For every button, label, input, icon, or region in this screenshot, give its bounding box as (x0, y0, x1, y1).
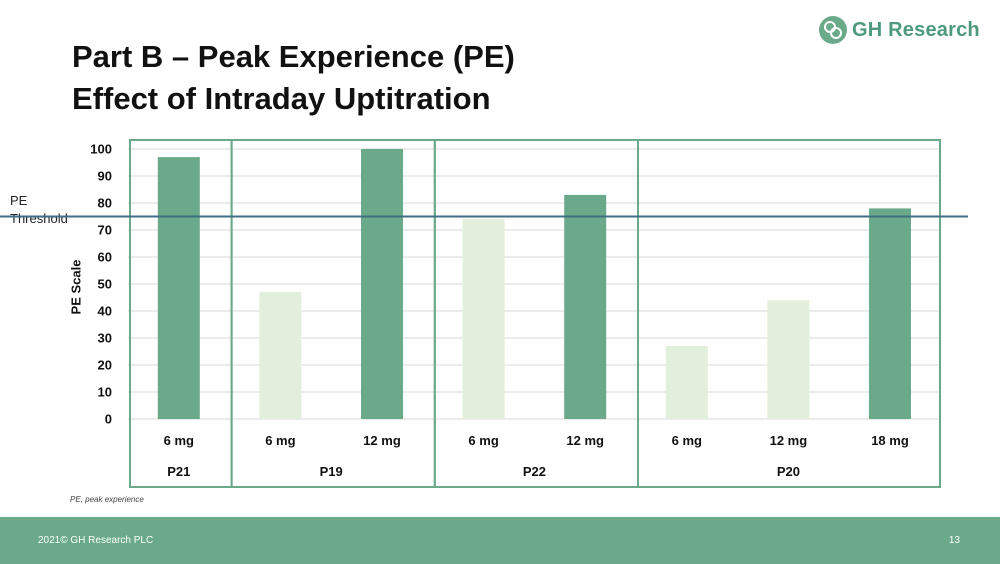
y-tick-label: 100 (90, 142, 112, 157)
bar (869, 208, 911, 419)
company-logo: GH Research (818, 14, 980, 46)
footnote: PE, peak experience (70, 495, 144, 504)
x-dose-label: 18 mg (871, 433, 909, 448)
logo-icon (819, 16, 847, 44)
bar (665, 346, 708, 419)
group-label: P22 (523, 464, 546, 479)
bar-chart: 0 10 20 30 40 50 60 70 80 90 100 6 mg P21 6 mg 12 mg P1… (0, 139, 968, 488)
logo-text: GH Research (852, 18, 980, 41)
y-tick-label: 30 (98, 331, 112, 346)
group-label: P19 (320, 464, 343, 479)
y-tick-label: 20 (98, 358, 112, 373)
title-line-2: Effect of Intraday Uptitration (72, 81, 491, 116)
x-dose-label: 12 mg (770, 433, 808, 448)
group-label: P21 (167, 464, 190, 479)
x-dose-label: 12 mg (566, 433, 604, 448)
group-box (637, 139, 941, 488)
y-tick-label: 10 (98, 385, 112, 400)
threshold-label-line-2: Threshold (10, 211, 68, 226)
y-tick-label: 50 (98, 277, 112, 292)
page-number: 13 (948, 535, 960, 546)
y-tick-label: 90 (98, 169, 112, 184)
x-dose-label: 6 mg (468, 433, 498, 448)
copyright-text: 2021© GH Research PLC (38, 535, 154, 546)
title-line-1: Part B – Peak Experience (PE) (72, 39, 515, 74)
y-tick-label: 70 (98, 223, 112, 238)
y-tick-label: 80 (98, 196, 112, 211)
y-tick-label: 0 (105, 412, 112, 427)
group-label: P20 (777, 464, 800, 479)
y-tick-label: 40 (98, 304, 112, 319)
y-tick-label: 60 (98, 250, 112, 265)
bar (767, 300, 810, 419)
bar (462, 219, 505, 419)
x-dose-label: 6 mg (164, 433, 194, 448)
slide-title: Part B – Peak Experience (PE) Effect of … (72, 36, 515, 120)
threshold-label-line-1: PE (10, 193, 28, 208)
threshold-label: PE Threshold (10, 192, 68, 228)
x-dose-label: 12 mg (363, 433, 401, 448)
bar (361, 149, 403, 419)
footer-bar: 2021© GH Research PLC 13 (0, 517, 1000, 564)
x-dose-label: 6 mg (672, 433, 702, 448)
bar (259, 292, 302, 419)
x-dose-label: 6 mg (265, 433, 295, 448)
bar (157, 157, 200, 419)
bar (564, 194, 607, 419)
